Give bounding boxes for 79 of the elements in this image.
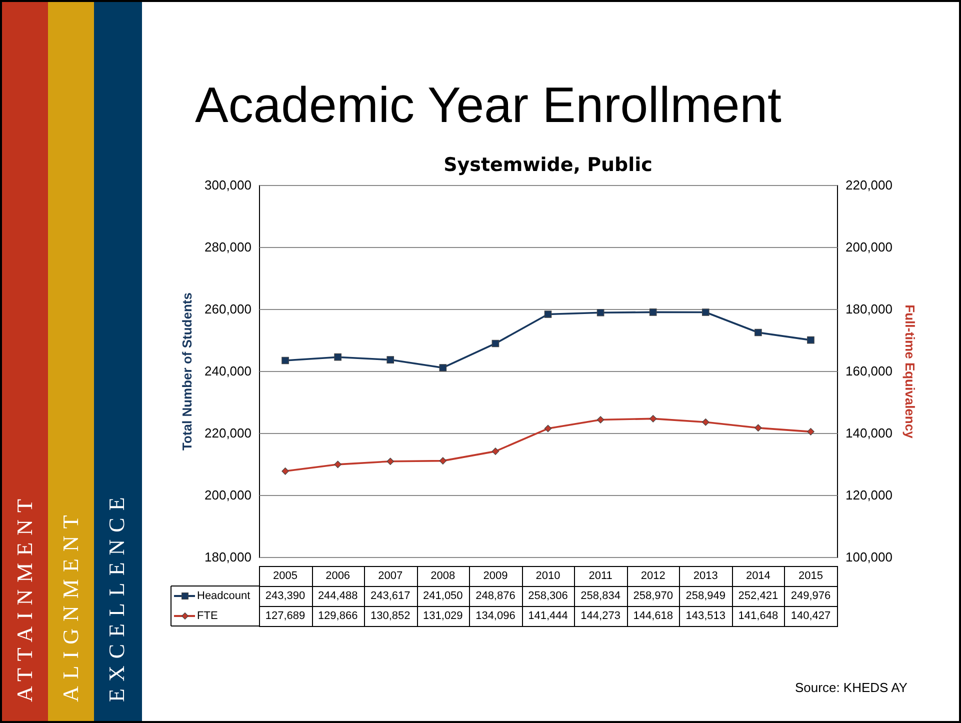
y-tick-label: 280,000 [204, 240, 252, 254]
source-note: Source: KHEDS AY [795, 680, 908, 695]
point [544, 310, 552, 318]
y-tick-label: 180,000 [204, 550, 252, 564]
x-tick-label: 2007 [378, 570, 403, 582]
y-axis-title: Total Number of Students [180, 292, 195, 450]
point [282, 468, 289, 475]
y2-tick-label: 160,000 [846, 364, 892, 378]
data-label: 129,866 [318, 610, 358, 622]
data-label: 144,273 [580, 610, 620, 622]
data-label: 141,648 [738, 610, 778, 622]
data-label: 244,488 [318, 590, 358, 602]
data-label: 258,949 [686, 590, 726, 602]
chart-subtitle: Systemwide, Public [444, 154, 652, 176]
x-tick-label: 2011 [588, 570, 612, 582]
point [386, 356, 394, 364]
data-label: 134,096 [476, 610, 516, 622]
data-label: 143,513 [686, 610, 726, 622]
point [649, 308, 657, 316]
data-label: 252,421 [738, 590, 778, 602]
point [702, 308, 710, 316]
text: ATTAINMENT [12, 492, 38, 702]
y2-tick-label: 100,000 [846, 550, 892, 564]
data-label: 140,427 [790, 610, 831, 622]
data-label: 131,029 [423, 610, 463, 622]
point [282, 356, 289, 364]
y-tick-label: 200,000 [204, 488, 252, 502]
point [754, 424, 762, 432]
point [702, 418, 710, 426]
x-tick-label: 2005 [273, 570, 298, 582]
point [492, 340, 500, 348]
point [439, 457, 447, 464]
y2-tick-label: 120,000 [846, 488, 892, 502]
point [439, 364, 447, 372]
point [807, 336, 814, 344]
legend-label: FTE [197, 610, 218, 622]
point [649, 415, 657, 422]
y2-tick-label: 200,000 [846, 240, 892, 254]
y2-tick-label: 220,000 [846, 178, 892, 192]
point [807, 428, 814, 436]
y2-tick-label: 180,000 [846, 302, 892, 316]
point [492, 448, 500, 455]
x-tick-label: 2009 [483, 570, 508, 582]
point [334, 460, 342, 468]
y-tick-label: 220,000 [204, 426, 252, 440]
data-label: 130,852 [370, 610, 410, 622]
text: EXCELLENCE [104, 490, 130, 702]
data-label: 241,050 [423, 590, 463, 602]
data-label: 243,617 [370, 590, 410, 602]
y-tick-label: 260,000 [204, 302, 252, 316]
legend-label: Headcount [197, 590, 250, 602]
data-label: 248,876 [476, 590, 516, 602]
data-label: 127,689 [265, 610, 306, 622]
x-tick-label: 2015 [798, 570, 823, 582]
y2-axis-title: Full-time Equivalency [902, 304, 918, 440]
data-label: 258,970 [633, 590, 673, 602]
x-tick-label: 2013 [693, 570, 718, 582]
x-tick-label: 2008 [430, 570, 456, 582]
y-tick-label: 240,000 [204, 364, 252, 378]
point [386, 458, 394, 466]
point [596, 308, 604, 316]
data-label: 144,618 [633, 610, 673, 622]
data-label: 141,444 [528, 610, 568, 622]
x-tick-label: 2012 [640, 570, 666, 582]
y-tick-label: 300,000 [204, 178, 252, 192]
data-label: 243,390 [265, 590, 306, 602]
point [754, 328, 762, 336]
text: ALIGNMENT [58, 508, 84, 702]
x-tick-label: 2006 [326, 570, 350, 582]
point [334, 353, 342, 361]
data-label: 258,306 [528, 590, 568, 602]
x-tick-label: 2014 [746, 570, 770, 582]
data-label: 249,976 [790, 590, 831, 602]
data-label: 258,834 [580, 590, 620, 602]
x-tick-label: 2010 [536, 570, 560, 582]
point [544, 424, 552, 432]
chart-title: Academic Year Enrollment [195, 76, 782, 134]
y2-tick-label: 140,000 [846, 426, 892, 440]
point [596, 416, 604, 424]
